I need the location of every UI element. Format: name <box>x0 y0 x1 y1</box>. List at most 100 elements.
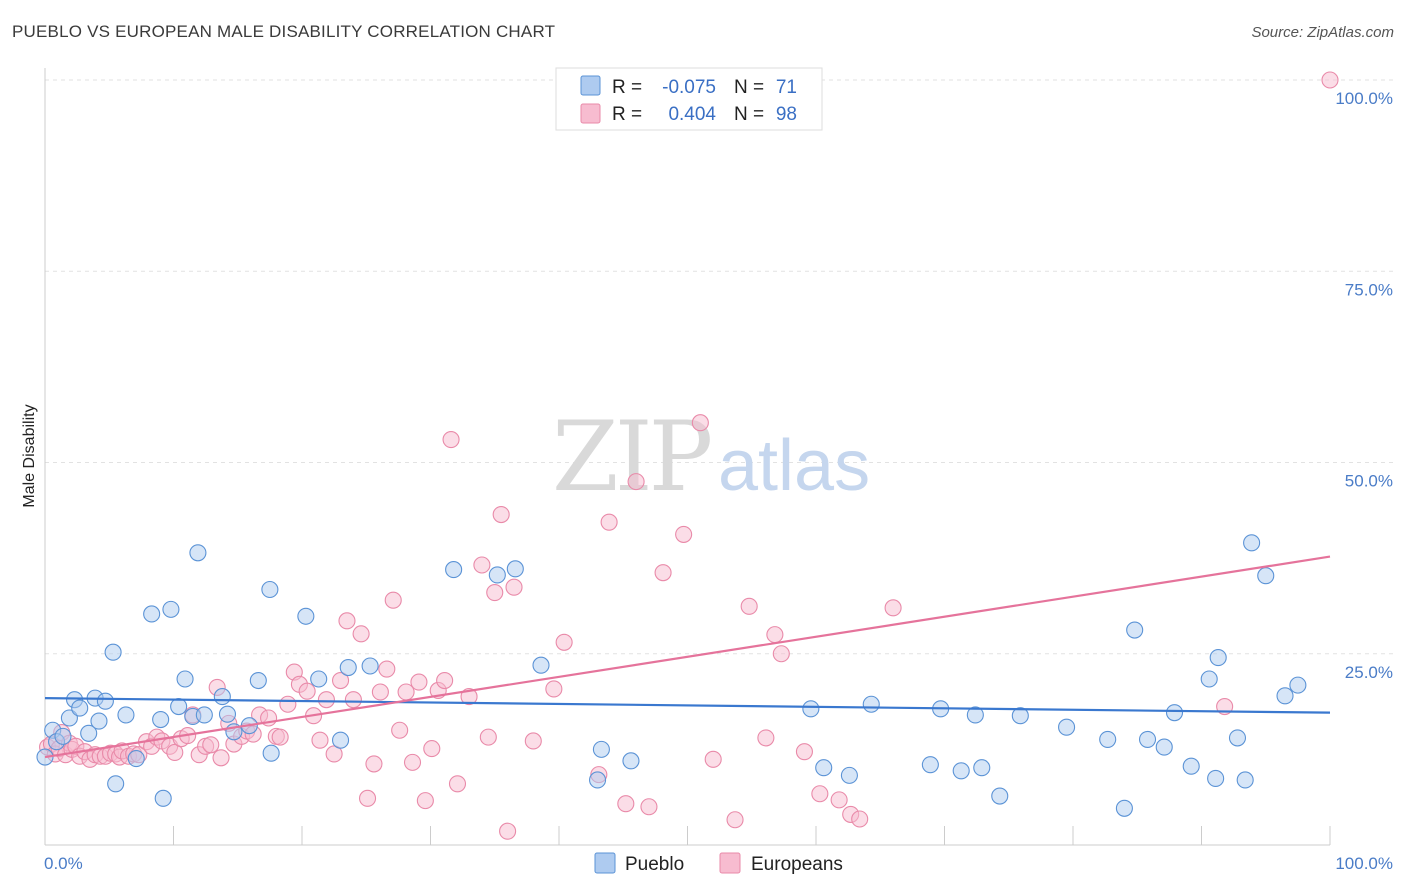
data-point-europeans <box>338 612 356 630</box>
data-point-europeans <box>378 660 396 678</box>
data-point-pueblo <box>1058 718 1076 736</box>
data-point-europeans <box>298 682 316 700</box>
watermark: ZIP atlas <box>552 401 870 513</box>
data-point-pueblo <box>80 724 98 742</box>
y-tick-label: 100.0% <box>1335 89 1393 108</box>
data-point-europeans <box>344 691 362 709</box>
source-note: Source: ZipAtlas.com <box>1251 24 1394 41</box>
data-point-europeans <box>442 430 460 449</box>
data-point-pueblo <box>189 544 207 562</box>
legend-r-label-pueblo: R = <box>612 77 642 98</box>
data-point-europeans <box>311 731 329 749</box>
data-point-europeans <box>640 798 658 816</box>
data-point-europeans <box>331 671 350 690</box>
data-point-europeans <box>704 750 722 768</box>
data-point-europeans <box>271 728 289 746</box>
legend-n-label-europeans: N = <box>734 104 764 125</box>
data-point-pueblo <box>921 756 939 774</box>
y-axis-label: Male Disability <box>21 404 38 507</box>
data-point-europeans <box>391 721 409 739</box>
data-point-pueblo <box>213 688 231 706</box>
data-point-pueblo <box>249 671 267 690</box>
data-point-pueblo <box>622 752 640 770</box>
data-point-europeans <box>473 556 491 574</box>
data-point-pueblo <box>96 692 114 710</box>
data-point-pueblo <box>952 762 970 780</box>
legend-top: R = -0.075 N = 71 R = 0.404 N = 98 <box>555 67 823 131</box>
data-point-pueblo <box>127 750 145 768</box>
trend-line-europeans <box>44 555 1331 759</box>
legend-bottom: Pueblo Europeans <box>594 852 843 875</box>
data-point-pueblo <box>445 561 463 579</box>
data-point-europeans <box>600 513 618 531</box>
axes <box>44 68 1331 846</box>
data-point-pueblo <box>973 759 991 777</box>
data-point-europeans <box>448 775 467 793</box>
data-point-pueblo <box>162 600 180 618</box>
data-point-pueblo <box>195 706 213 724</box>
trend-lines <box>44 555 1331 759</box>
data-point-europeans <box>617 795 635 813</box>
data-point-pueblo <box>60 709 78 727</box>
x-tick-label-max: 100.0% <box>1335 854 1393 873</box>
data-point-europeans <box>416 792 434 810</box>
data-point-pueblo <box>218 705 237 723</box>
data-point-europeans <box>492 505 510 524</box>
data-point-pueblo <box>1011 707 1029 725</box>
data-point-europeans <box>545 680 563 698</box>
data-point-pueblo <box>1289 676 1307 694</box>
trend-line-pueblo <box>44 697 1331 714</box>
data-point-pueblo <box>1155 738 1173 756</box>
data-point-pueblo <box>107 775 125 793</box>
data-point-pueblo <box>1200 670 1218 688</box>
legend-bottom-swatch-europeans <box>719 852 741 874</box>
data-point-europeans <box>851 810 869 828</box>
y-tick-label: 50.0% <box>1345 472 1393 491</box>
data-point-europeans <box>486 583 504 602</box>
chart-title: PUEBLO VS EUROPEAN MALE DISABILITY CORRE… <box>12 22 556 41</box>
data-point-europeans <box>884 599 902 617</box>
legend-bottom-swatch-pueblo <box>594 852 616 874</box>
legend-bottom-label-europeans: Europeans <box>751 854 843 875</box>
legend-n-label-pueblo: N = <box>734 77 764 98</box>
data-point-europeans <box>352 625 370 643</box>
data-point-europeans <box>479 728 497 746</box>
legend-swatch-pueblo <box>580 75 601 96</box>
data-point-europeans <box>627 473 645 491</box>
data-point-europeans <box>811 785 829 803</box>
legend-r-value-europeans: 0.404 <box>668 104 716 125</box>
data-point-pueblo <box>840 766 858 784</box>
data-point-europeans <box>358 789 377 807</box>
data-point-europeans <box>691 414 709 432</box>
data-point-pueblo <box>532 656 550 674</box>
data-point-europeans <box>436 671 454 690</box>
legend-swatch-europeans <box>580 103 601 124</box>
data-point-pueblo <box>1207 769 1225 787</box>
data-point-europeans <box>757 729 775 747</box>
y-tick-labels: 25.0% 50.0% 75.0% 100.0% <box>1335 89 1393 682</box>
data-point-pueblo <box>104 643 122 661</box>
data-point-pueblo <box>506 560 524 578</box>
data-point-europeans <box>505 578 523 596</box>
pueblo-points <box>36 534 1307 817</box>
data-point-europeans <box>524 732 542 750</box>
data-point-pueblo <box>1276 687 1294 705</box>
data-point-europeans <box>202 736 220 754</box>
data-point-pueblo <box>71 699 89 717</box>
data-point-pueblo <box>592 740 610 758</box>
data-point-pueblo <box>170 697 188 716</box>
data-point-pueblo <box>1236 771 1254 789</box>
data-point-pueblo <box>262 744 280 762</box>
data-point-europeans <box>772 645 790 663</box>
data-point-pueblo <box>152 710 170 729</box>
data-point-pueblo <box>331 731 350 749</box>
data-point-europeans <box>384 591 402 609</box>
legend-r-value-pueblo: -0.075 <box>662 77 716 98</box>
data-point-europeans <box>212 749 230 767</box>
data-point-pueblo <box>815 759 833 777</box>
data-point-pueblo <box>862 695 880 713</box>
data-point-europeans <box>166 743 184 761</box>
data-point-europeans <box>726 811 744 829</box>
watermark-atlas: atlas <box>718 426 870 506</box>
data-point-pueblo <box>176 670 194 688</box>
